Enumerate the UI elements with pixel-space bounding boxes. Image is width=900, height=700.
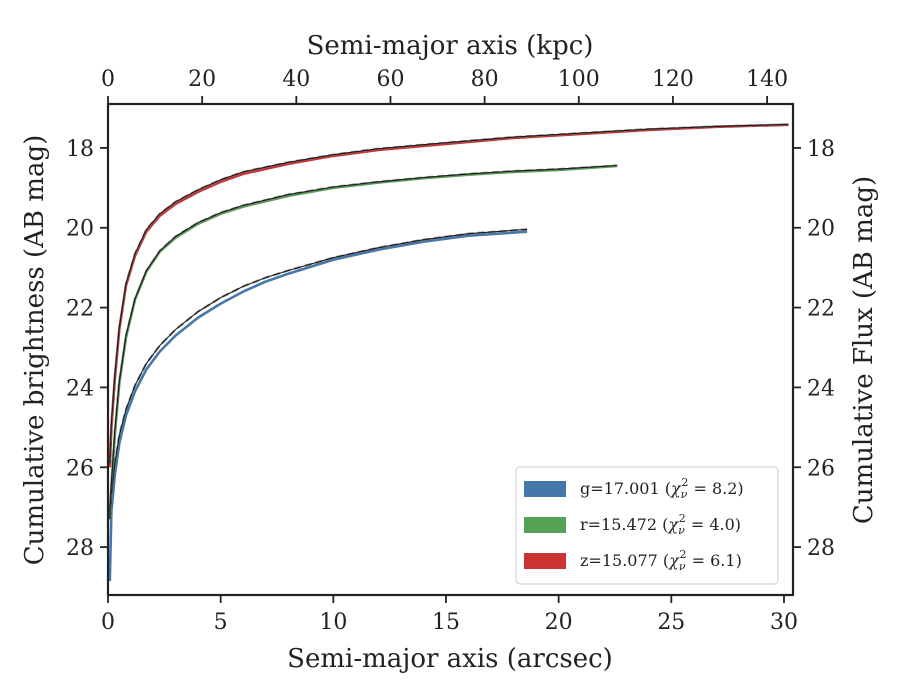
- x-tick-label: 25: [657, 610, 685, 635]
- x-tick-label: 10: [319, 610, 347, 635]
- y-axis-title-right: Cumulative Flux (AB mag): [849, 176, 879, 524]
- model-core-line-2: [109, 123, 789, 464]
- y-right-tick-label: 18: [807, 137, 835, 162]
- y-left-tick-label: 20: [66, 217, 94, 242]
- y-axis-title-left: Cumulative brightness (AB mag): [20, 135, 50, 566]
- y-right-tick-label: 22: [807, 297, 835, 322]
- y-left-tick-label: 18: [66, 137, 94, 162]
- legend-box: [515, 466, 779, 585]
- x-top-tick-label: 80: [471, 67, 499, 92]
- legend-label-0: g=17.001 (χν2 = 8.2): [580, 476, 744, 501]
- y-left-tick-label: 26: [66, 456, 94, 481]
- legend-label-2: z=15.077 (χν2 = 6.1): [580, 548, 742, 573]
- legend-label-1: r=15.472 (χν2 = 4.0): [580, 512, 741, 537]
- model-line-1: [108, 164, 618, 512]
- x-top-tick-label: 20: [188, 67, 216, 92]
- legend: g=17.001 (χν2 = 8.2) r=15.472 (χν2 = 4.0)…: [515, 466, 779, 585]
- y-right-tick-label: 26: [807, 456, 835, 481]
- model-core-line-0: [109, 228, 528, 520]
- y-right-tick-label: 24: [807, 376, 835, 401]
- y-left-tick-label: 24: [66, 376, 94, 401]
- series-line-0: [108, 230, 528, 582]
- x-tick-label: 20: [545, 610, 573, 635]
- x-axis-title-top: Semi-major axis (kpc): [307, 31, 594, 61]
- model-core-line-1: [109, 164, 618, 512]
- x-tick-label: 30: [770, 610, 798, 635]
- legend-swatch-2: [524, 553, 566, 569]
- series-line-1: [108, 164, 618, 520]
- x-top-tick-label: 40: [282, 67, 310, 92]
- x-top-tick-label: 140: [746, 67, 788, 92]
- x-tick-label: 5: [214, 610, 228, 635]
- x-top-tick-label: 100: [558, 67, 600, 92]
- legend-swatch-0: [524, 481, 566, 497]
- x-top-tick-label: 120: [652, 67, 694, 92]
- plot-curves: [108, 123, 789, 582]
- x-tick-label: 0: [101, 610, 115, 635]
- x-top-tick-label: 0: [101, 67, 115, 92]
- y-left-tick-label: 22: [66, 297, 94, 322]
- x-top-tick-label: 60: [376, 67, 404, 92]
- legend-swatch-1: [524, 517, 566, 533]
- y-right-tick-label: 28: [807, 536, 835, 561]
- model-line-0: [108, 228, 528, 520]
- x-axis-title-bottom: Semi-major axis (arcsec): [287, 644, 613, 674]
- y-right-tick-label: 20: [807, 217, 835, 242]
- plot-frame: [106, 102, 795, 597]
- y-left-tick-label: 28: [66, 536, 94, 561]
- axis-ticks: 0 5 10 15 20 25 30 0 20 40 60 80 100 120 140 18 18 20 20 22…: [66, 67, 835, 635]
- x-tick-label: 15: [432, 610, 460, 635]
